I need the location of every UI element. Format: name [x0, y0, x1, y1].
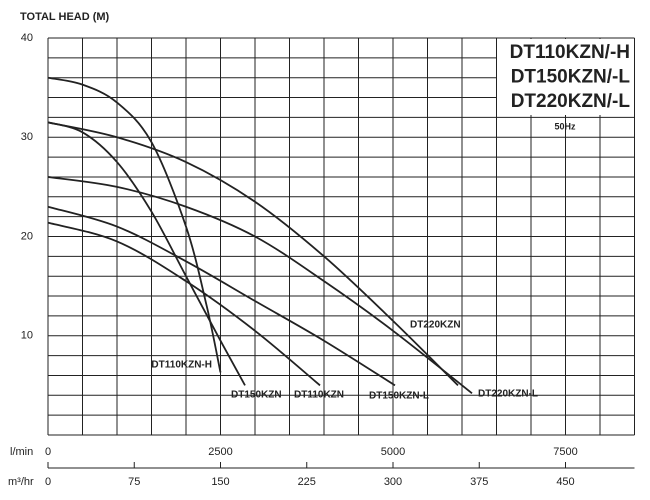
x-tick-label: 0: [45, 446, 51, 458]
curve-label: DT150KZN: [231, 390, 282, 401]
model-name: DT110KZN/-H: [510, 42, 630, 63]
x2-tick-label: 375: [470, 476, 488, 488]
x2-tick-label: 225: [298, 476, 316, 488]
frequency: 50Hz: [554, 121, 576, 131]
curve-label: DT150KZN-L: [369, 391, 429, 402]
y-tick-label: 40: [21, 32, 33, 44]
x2-tick-label: 300: [384, 476, 402, 488]
x-tick-label: 7500: [553, 446, 577, 458]
x-tick-label: 2500: [208, 446, 232, 458]
y-tick-label: 30: [21, 131, 33, 143]
curve: [47, 121, 459, 387]
x2-tick-label: 75: [128, 476, 140, 488]
curve-label: DT220KZN-L: [478, 389, 538, 400]
x2-axis-label: m³/hr: [8, 476, 34, 488]
curve: [47, 176, 473, 395]
y-tick-label: 10: [21, 330, 33, 342]
curve-label: DT110KZN-H: [151, 360, 212, 371]
x2-tick-label: 0: [45, 476, 51, 488]
curve: [47, 121, 246, 386]
curve-label: DT220KZN: [410, 320, 461, 331]
curve: [47, 221, 321, 387]
y-tick-label: 20: [21, 230, 33, 242]
x2-tick-label: 450: [556, 476, 574, 488]
curve-label: DT110KZN: [294, 390, 344, 401]
model-box: [497, 39, 634, 115]
x2-tick-label: 150: [211, 476, 229, 488]
curve: [47, 205, 396, 387]
model-name: DT220KZN/-L: [511, 91, 631, 112]
x-axis-label: l/min: [10, 446, 33, 458]
x-tick-label: 5000: [381, 446, 405, 458]
model-name: DT150KZN/-L: [511, 67, 631, 88]
y-axis-label: TOTAL HEAD (M): [20, 11, 110, 23]
curve: [47, 76, 222, 373]
